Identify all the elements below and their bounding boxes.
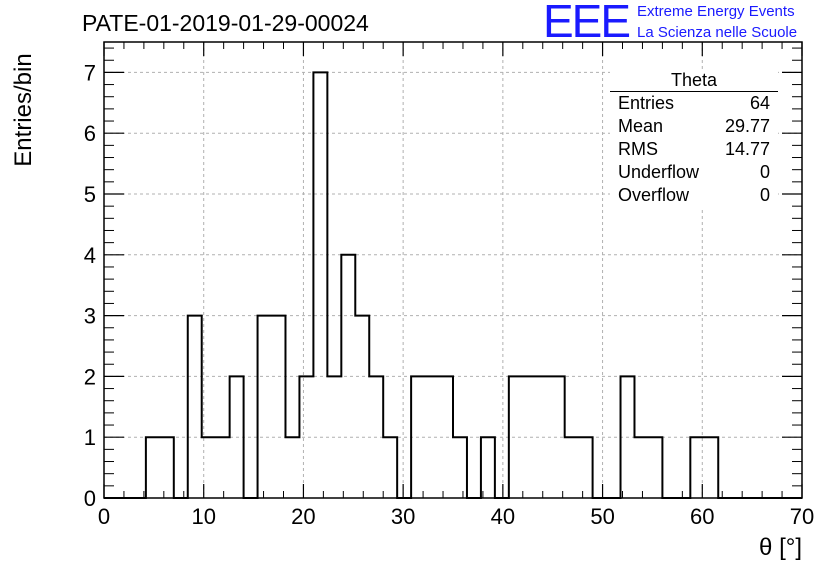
stats-value: 64 xyxy=(749,93,770,113)
eee-logo: EEE xyxy=(543,0,631,47)
stats-value: 0 xyxy=(759,162,770,182)
y-tick-label: 1 xyxy=(84,425,96,450)
x-tick-label: 40 xyxy=(491,504,515,529)
x-axis-label: θ [°] xyxy=(759,534,802,561)
stats-row-mean: Mean 29.77 xyxy=(610,115,778,138)
stats-row-underflow: Underflow 0 xyxy=(610,161,778,184)
stats-label: Mean xyxy=(618,116,664,136)
x-tick-label: 20 xyxy=(291,504,315,529)
stats-label: RMS xyxy=(618,139,658,159)
x-tick-label: 0 xyxy=(98,504,110,529)
histogram-outline xyxy=(104,71,802,499)
stats-value: 0 xyxy=(759,185,770,205)
y-tick-label: 4 xyxy=(84,243,96,268)
logo-text-line2: La Scienza nelle Scuole xyxy=(637,24,798,41)
plot-frame xyxy=(103,41,803,499)
stats-row-overflow: Overflow 0 xyxy=(610,184,778,207)
y-axis-label: Entries/bin xyxy=(10,53,37,167)
x-tick-label: 30 xyxy=(391,504,415,529)
stats-value: 14.77 xyxy=(724,139,770,159)
stats-row-entries: Entries 64 xyxy=(610,92,778,115)
x-tick-label: 60 xyxy=(690,504,714,529)
y-tick-label: 7 xyxy=(84,60,96,85)
logo-text-line1: Extreme Energy Events xyxy=(637,3,795,20)
x-tick-label: 70 xyxy=(790,504,814,529)
stats-label: Entries xyxy=(618,93,675,113)
stats-label: Overflow xyxy=(618,185,690,205)
chart-title: PATE-01-2019-01-29-00024 xyxy=(82,10,369,36)
y-tick-label: 0 xyxy=(84,486,96,511)
stats-row-rms: RMS 14.77 xyxy=(610,138,778,161)
y-tick-label: 6 xyxy=(84,121,96,146)
stats-box: Theta Entries 64 Mean 29.77 RMS 14.77 Un… xyxy=(610,70,778,207)
stats-value: 29.77 xyxy=(724,116,770,136)
stats-title: Theta xyxy=(610,70,778,92)
y-tick-label: 5 xyxy=(84,182,96,207)
stats-label: Underflow xyxy=(618,162,700,182)
x-tick-label: 10 xyxy=(191,504,215,529)
y-tick-label: 3 xyxy=(84,304,96,329)
x-tick-label: 50 xyxy=(590,504,614,529)
y-tick-label: 2 xyxy=(84,364,96,389)
